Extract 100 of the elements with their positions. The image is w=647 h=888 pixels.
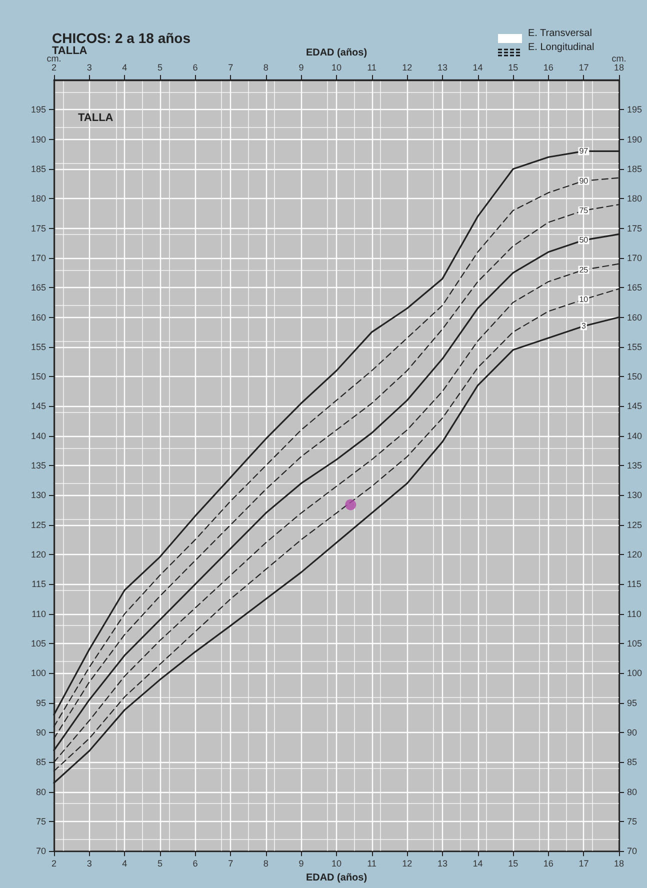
y2-tick-label: 90 <box>627 727 638 738</box>
y2-tick-label: 155 <box>627 342 642 352</box>
x-tick-label: 10 <box>331 858 342 869</box>
y2-tick-label: 140 <box>627 430 642 441</box>
y2-tick-label: 175 <box>627 223 642 234</box>
x2-tick-label: 12 <box>402 62 412 72</box>
y-tick-label: 70 <box>36 846 46 856</box>
y2-tick-label: 80 <box>627 786 638 797</box>
y-tick-label: 80 <box>36 786 46 797</box>
y-tick-label: 145 <box>30 401 46 412</box>
y2-tick-label: 160 <box>627 312 642 322</box>
x2-tick-label: 3 <box>86 62 92 72</box>
point <box>345 499 356 510</box>
x2-tick-label: 6 <box>192 62 198 72</box>
y2-tick-label: 170 <box>627 252 642 263</box>
x2-tick-label: 11 <box>367 62 376 72</box>
x2-axis-title: EDAD (años) <box>306 48 368 59</box>
y2-tick-label: 130 <box>627 490 642 500</box>
x-tick-label: 8 <box>263 858 268 869</box>
y-tick-label: 120 <box>30 550 46 560</box>
y-tick-label: 190 <box>30 134 46 144</box>
y-tick-label: 150 <box>30 372 46 382</box>
y-tick-label: 140 <box>30 430 46 441</box>
x-tick-label: 2 <box>51 858 57 869</box>
y2-tick-label: 120 <box>627 550 642 560</box>
y2-tick-label: 135 <box>627 460 642 471</box>
y-tick-label: 125 <box>30 520 46 530</box>
x2-tick-label: 13 <box>437 62 448 72</box>
x-tick-label: 14 <box>472 858 483 869</box>
x2-tick-label: 8 <box>263 62 268 72</box>
y2-tick-label: 150 <box>627 372 642 382</box>
series-label: 75 <box>579 206 589 215</box>
series-label: 3 <box>581 322 586 331</box>
series-label: 10 <box>579 294 589 304</box>
x2-tick-label: 7 <box>228 62 234 72</box>
x2-tick-label: 4 <box>122 62 128 72</box>
y-tick-label: 105 <box>30 638 46 648</box>
chart-title: CHICOS: 2 a 18 años <box>52 30 190 46</box>
y2-tick-label: 105 <box>627 638 642 648</box>
x-tick-label: 13 <box>437 858 448 869</box>
y-tick-label: 155 <box>30 342 46 352</box>
y-tick-label: 100 <box>30 668 46 678</box>
text: E. Transversal <box>528 28 592 39</box>
x-tick-label: 3 <box>86 858 92 869</box>
y2-tick-label: 115 <box>627 579 642 590</box>
y-tick-label: 115 <box>32 579 46 590</box>
x-tick-label: 17 <box>578 858 589 869</box>
x-axis-title: EDAD (años) <box>306 872 368 884</box>
x-tick-label: 18 <box>614 858 624 869</box>
x2-tick-label: 5 <box>157 62 162 72</box>
x2-tick-label: 10 <box>331 62 342 72</box>
y-tick-label: 135 <box>30 460 46 471</box>
y-tick-label: 170 <box>30 252 46 263</box>
x-tick-label: 12 <box>402 858 412 869</box>
y2-tick-label: 185 <box>627 164 642 174</box>
x-tick-label: 11 <box>367 858 376 869</box>
y-tick-label: 180 <box>30 194 46 204</box>
annotation: TALLA <box>78 112 114 124</box>
y-tick-label: 165 <box>30 282 46 293</box>
x-tick-label: 16 <box>543 858 554 869</box>
x-tick-label: 4 <box>122 858 128 869</box>
y2-tick-label: 70 <box>627 846 638 856</box>
y2-tick-label: 195 <box>627 104 642 115</box>
x-tick-label: 6 <box>192 858 198 869</box>
y-tick-label: 185 <box>30 164 46 174</box>
x2-tick-label: 16 <box>543 62 554 72</box>
y-tick-label: 130 <box>30 490 46 500</box>
x2-tick-label: 9 <box>298 62 304 72</box>
y-tick-label: 85 <box>36 757 46 768</box>
series-label: 90 <box>579 176 589 186</box>
x2-tick-label: 14 <box>472 62 483 72</box>
x-tick-label: 7 <box>228 858 234 869</box>
y-tick-label: 95 <box>36 698 46 708</box>
y2-tick-label: 145 <box>627 401 642 412</box>
y2-tick-label: 75 <box>627 816 638 826</box>
x-tick-label: 5 <box>157 858 162 869</box>
series-label: 25 <box>579 265 589 274</box>
y-tick-label: 110 <box>32 608 46 619</box>
y2-tick-label: 190 <box>627 134 642 144</box>
series-label: 50 <box>579 236 589 245</box>
x2-tick-label: 2 <box>51 62 57 72</box>
series-label: 97 <box>579 146 589 156</box>
y2-tick-label: 110 <box>627 608 642 619</box>
y-tick-label: 160 <box>30 312 46 322</box>
y-tick-label: 90 <box>36 727 46 738</box>
y2-axis-title: cm. <box>612 54 626 64</box>
y2-tick-label: 180 <box>627 194 642 204</box>
y2-tick-label: 95 <box>627 698 638 708</box>
x-tick-label: 9 <box>298 858 304 869</box>
y-tick-label: 175 <box>30 223 46 234</box>
x2-tick-label: 17 <box>578 62 589 72</box>
y-tick-label: 195 <box>30 104 46 115</box>
y2-tick-label: 125 <box>627 520 642 530</box>
x2-tick-label: 18 <box>614 62 624 72</box>
y2-tick-label: 85 <box>627 757 638 768</box>
text: E. Longitudinal <box>528 42 594 53</box>
x-tick-label: 15 <box>508 858 518 869</box>
y2-tick-label: 100 <box>627 668 642 678</box>
y-tick-label: 75 <box>36 816 46 826</box>
x2-tick-label: 15 <box>508 62 518 72</box>
